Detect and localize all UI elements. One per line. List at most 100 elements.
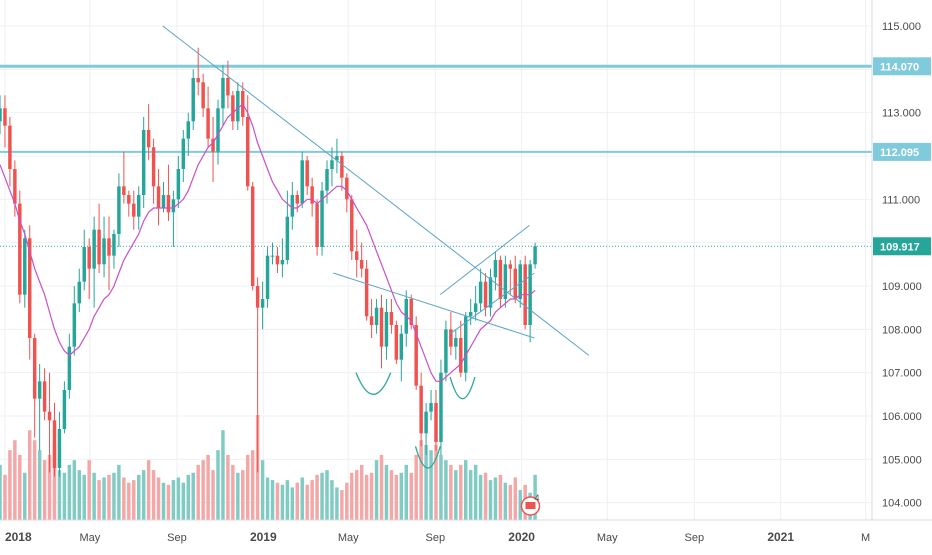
- trendline[interactable]: [162, 25, 590, 356]
- pattern-arc-left-shoulder[interactable]: [355, 372, 392, 395]
- candle-body[interactable]: [275, 255, 280, 265]
- candle-body[interactable]: [132, 203, 136, 217]
- candle-body[interactable]: [354, 251, 359, 260]
- candle-body[interactable]: [236, 91, 240, 122]
- candle-body[interactable]: [42, 381, 47, 412]
- candle-body[interactable]: [13, 169, 17, 204]
- candle-body[interactable]: [518, 264, 522, 299]
- candle-body[interactable]: [196, 78, 200, 83]
- candle-body[interactable]: [221, 78, 225, 109]
- candle-body[interactable]: [102, 238, 106, 265]
- candle-body[interactable]: [122, 186, 126, 195]
- candle-body[interactable]: [3, 108, 7, 126]
- candle-body[interactable]: [166, 195, 171, 213]
- candle-body[interactable]: [384, 312, 389, 347]
- candle-body[interactable]: [533, 246, 537, 265]
- candle-body[interactable]: [226, 78, 230, 96]
- candle-body[interactable]: [82, 247, 86, 282]
- candle-body[interactable]: [345, 177, 349, 200]
- candle-body[interactable]: [146, 130, 151, 148]
- candle-body[interactable]: [359, 260, 364, 269]
- pattern-arc-head[interactable]: [414, 446, 441, 469]
- candle-body[interactable]: [419, 385, 423, 434]
- candle-body[interactable]: [255, 286, 260, 308]
- candle-body[interactable]: [454, 338, 458, 347]
- candle-body[interactable]: [151, 147, 156, 187]
- candle-body[interactable]: [112, 234, 116, 256]
- candle-body[interactable]: [389, 312, 394, 325]
- candle-body[interactable]: [434, 403, 438, 442]
- candle-body[interactable]: [265, 255, 270, 299]
- candle-body[interactable]: [107, 238, 111, 256]
- candle-body[interactable]: [429, 403, 433, 412]
- candle-body[interactable]: [379, 307, 384, 347]
- candle-body[interactable]: [161, 195, 166, 208]
- candle-body[interactable]: [117, 186, 121, 234]
- candle-body[interactable]: [72, 303, 77, 347]
- candle-body[interactable]: [483, 281, 488, 308]
- candle-body[interactable]: [350, 199, 354, 252]
- candle-body[interactable]: [8, 125, 12, 169]
- candle-body[interactable]: [136, 195, 141, 217]
- candle-body[interactable]: [330, 160, 334, 169]
- candle-body[interactable]: [488, 277, 493, 308]
- candle-body[interactable]: [92, 229, 96, 269]
- candle-body[interactable]: [320, 190, 324, 247]
- candle-body[interactable]: [503, 264, 508, 299]
- candle-body[interactable]: [463, 316, 468, 373]
- trendline[interactable]: [333, 272, 535, 339]
- candle-body[interactable]: [62, 390, 67, 429]
- candle-body[interactable]: [270, 255, 275, 257]
- candle-body[interactable]: [181, 138, 186, 169]
- candle-body[interactable]: [508, 264, 513, 269]
- candle-body[interactable]: [141, 130, 146, 195]
- candle-body[interactable]: [459, 338, 463, 373]
- candle-body[interactable]: [424, 411, 428, 434]
- candle-body[interactable]: [399, 333, 404, 360]
- candle-body[interactable]: [409, 299, 413, 325]
- candle-body[interactable]: [498, 260, 503, 299]
- candle-body[interactable]: [285, 216, 290, 260]
- candle-body[interactable]: [231, 95, 235, 122]
- candle-body[interactable]: [300, 160, 304, 204]
- candle-body[interactable]: [176, 169, 181, 200]
- candle-body[interactable]: [127, 195, 131, 204]
- candle-body[interactable]: [27, 238, 32, 338]
- candle-body[interactable]: [290, 195, 295, 217]
- candle-body[interactable]: [201, 82, 205, 109]
- candle-body[interactable]: [18, 203, 22, 295]
- candle-body[interactable]: [206, 108, 210, 139]
- candle-body[interactable]: [369, 316, 374, 325]
- candle-body[interactable]: [513, 268, 518, 299]
- trendline[interactable]: [449, 272, 535, 335]
- candle-body[interactable]: [67, 346, 72, 390]
- candle-body[interactable]: [57, 429, 62, 468]
- candle-body[interactable]: [305, 160, 309, 187]
- candle-body[interactable]: [250, 186, 255, 286]
- candle-body[interactable]: [23, 238, 27, 295]
- candle-body[interactable]: [394, 325, 399, 360]
- trendline[interactable]: [439, 224, 530, 296]
- candle-body[interactable]: [449, 329, 453, 347]
- candle-body[interactable]: [468, 312, 473, 317]
- candle-body[interactable]: [37, 381, 42, 399]
- candle-body[interactable]: [52, 420, 57, 468]
- candle-body[interactable]: [340, 156, 344, 178]
- candle-body[interactable]: [245, 117, 250, 187]
- pattern-arc-right-shoulder[interactable]: [449, 376, 476, 400]
- candle-body[interactable]: [414, 325, 418, 386]
- candle-body[interactable]: [280, 260, 285, 265]
- candle-body[interactable]: [374, 307, 379, 325]
- candle-body[interactable]: [493, 260, 498, 278]
- candle-body[interactable]: [97, 229, 101, 265]
- candle-body[interactable]: [211, 138, 215, 152]
- candle-body[interactable]: [335, 156, 339, 161]
- candle-body[interactable]: [47, 411, 52, 421]
- candle-body[interactable]: [310, 186, 314, 204]
- candle-body[interactable]: [87, 247, 91, 269]
- candle-body[interactable]: [315, 203, 319, 247]
- candle-body[interactable]: [171, 199, 176, 213]
- candle-body[interactable]: [444, 329, 448, 373]
